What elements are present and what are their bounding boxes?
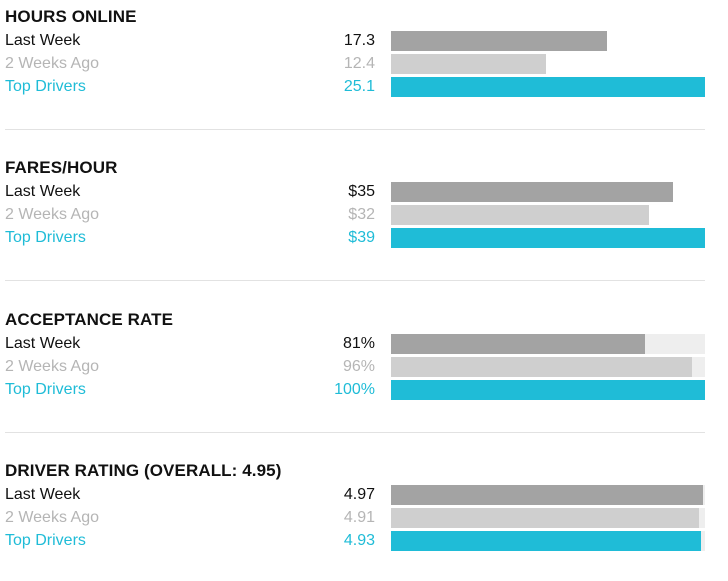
bar-top-drivers: [391, 380, 705, 400]
divider: [5, 432, 705, 433]
bar-track: [391, 357, 705, 377]
bar-track: [391, 182, 705, 202]
row-two-weeks: 2 Weeks Ago 12.4: [0, 53, 728, 75]
row-two-weeks: 2 Weeks Ago 96%: [0, 356, 728, 378]
section-fares-hour: FARES/HOUR Last Week $35 2 Weeks Ago $32…: [0, 158, 728, 278]
section-hours-online: HOURS ONLINE Last Week 17.3 2 Weeks Ago …: [0, 7, 728, 127]
divider: [5, 129, 705, 130]
bar-last-week: [391, 31, 607, 51]
bar-last-week: [391, 334, 645, 354]
bar-two-weeks: [391, 357, 692, 377]
row-label: Last Week: [5, 183, 81, 200]
section-driver-rating: DRIVER RATING (OVERALL: 4.95) Last Week …: [0, 461, 728, 581]
row-label: Top Drivers: [5, 381, 86, 398]
row-label: Last Week: [5, 32, 81, 49]
row-last-week: Last Week $35: [0, 181, 728, 203]
row-last-week: Last Week 81%: [0, 333, 728, 355]
row-label: Top Drivers: [5, 78, 86, 95]
row-top-drivers: Top Drivers 25.1: [0, 76, 728, 98]
row-label: Top Drivers: [5, 229, 86, 246]
bar-track: [391, 334, 705, 354]
bar-two-weeks: [391, 508, 699, 528]
bar-track: [391, 54, 705, 74]
row-value: 12.4: [343, 55, 375, 72]
bar-last-week: [391, 182, 673, 202]
bar-track: [391, 485, 705, 505]
bar-two-weeks: [391, 54, 546, 74]
row-label: 2 Weeks Ago: [5, 509, 99, 526]
row-value: 4.97: [343, 486, 375, 503]
divider: [5, 280, 705, 281]
row-label: Top Drivers: [5, 532, 86, 549]
row-two-weeks: 2 Weeks Ago 4.91: [0, 507, 728, 529]
row-label: Last Week: [5, 486, 81, 503]
row-label: 2 Weeks Ago: [5, 55, 99, 72]
section-acceptance-rate: ACCEPTANCE RATE Last Week 81% 2 Weeks Ag…: [0, 310, 728, 430]
bar-track: [391, 380, 705, 400]
section-title: DRIVER RATING (OVERALL: 4.95): [5, 461, 282, 480]
row-top-drivers: Top Drivers 100%: [0, 379, 728, 401]
row-value: 4.93: [343, 532, 375, 549]
section-title: FARES/HOUR: [5, 158, 118, 177]
row-value: $32: [348, 206, 375, 223]
row-value: $39: [348, 229, 375, 246]
bar-track: [391, 205, 705, 225]
bar-track: [391, 31, 705, 51]
row-last-week: Last Week 4.97: [0, 484, 728, 506]
row-value: 17.3: [343, 32, 375, 49]
bar-top-drivers: [391, 228, 705, 248]
row-label: 2 Weeks Ago: [5, 206, 99, 223]
row-label: Last Week: [5, 335, 81, 352]
bar-top-drivers: [391, 77, 705, 97]
row-two-weeks: 2 Weeks Ago $32: [0, 204, 728, 226]
bar-track: [391, 77, 705, 97]
bar-two-weeks: [391, 205, 649, 225]
section-title: HOURS ONLINE: [5, 7, 137, 26]
row-last-week: Last Week 17.3: [0, 30, 728, 52]
bar-track: [391, 228, 705, 248]
row-top-drivers: Top Drivers $39: [0, 227, 728, 249]
bar-top-drivers: [391, 531, 701, 551]
row-value: 81%: [342, 335, 375, 352]
row-value: 96%: [342, 358, 375, 375]
bar-track: [391, 531, 705, 551]
bar-last-week: [391, 485, 703, 505]
row-value: 25.1: [343, 78, 375, 95]
row-label: 2 Weeks Ago: [5, 358, 99, 375]
row-value: $35: [348, 183, 375, 200]
row-top-drivers: Top Drivers 4.93: [0, 530, 728, 552]
section-title: ACCEPTANCE RATE: [5, 310, 174, 329]
bar-track: [391, 508, 705, 528]
row-value: 4.91: [343, 509, 375, 526]
row-value: 100%: [334, 381, 375, 398]
